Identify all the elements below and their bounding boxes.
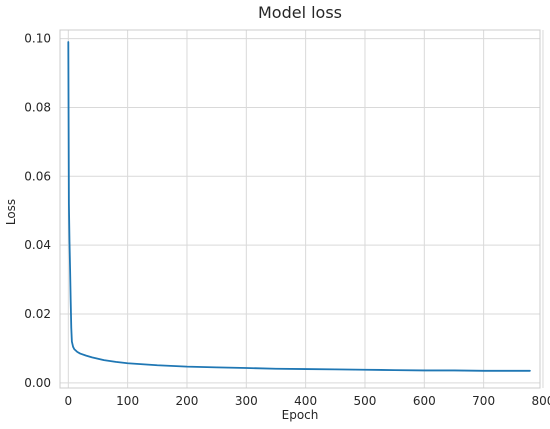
y-tick-label: 0.00 xyxy=(24,376,51,390)
y-tick-labels: 0.00 0.02 0.04 0.06 0.08 0.10 xyxy=(24,32,51,390)
x-tick-label: 600 xyxy=(413,394,436,408)
x-tick-label: 800 xyxy=(532,394,550,408)
x-tick-label: 300 xyxy=(235,394,258,408)
y-tick-label: 0.10 xyxy=(24,32,51,46)
x-tick-label: 700 xyxy=(472,394,495,408)
grid-lines xyxy=(60,30,544,388)
x-tick-label: 500 xyxy=(354,394,377,408)
y-tick-label: 0.06 xyxy=(24,169,51,183)
x-tick-label: 200 xyxy=(176,394,199,408)
chart-title: Model loss xyxy=(258,3,342,22)
loss-series-line xyxy=(67,41,531,372)
x-axis-label: Epoch xyxy=(282,408,319,422)
x-tick-label: 0 xyxy=(64,394,72,408)
x-tick-labels: 0 100 200 300 400 500 600 700 800 xyxy=(64,394,550,408)
x-tick-label: 400 xyxy=(294,394,317,408)
y-tick-label: 0.02 xyxy=(24,307,51,321)
y-tick-label: 0.08 xyxy=(24,100,51,114)
y-tick-label: 0.04 xyxy=(24,238,51,252)
plot-area xyxy=(59,29,541,389)
y-axis-label: Loss xyxy=(4,199,18,225)
series-layer xyxy=(67,41,531,372)
x-tick-label: 100 xyxy=(116,394,139,408)
